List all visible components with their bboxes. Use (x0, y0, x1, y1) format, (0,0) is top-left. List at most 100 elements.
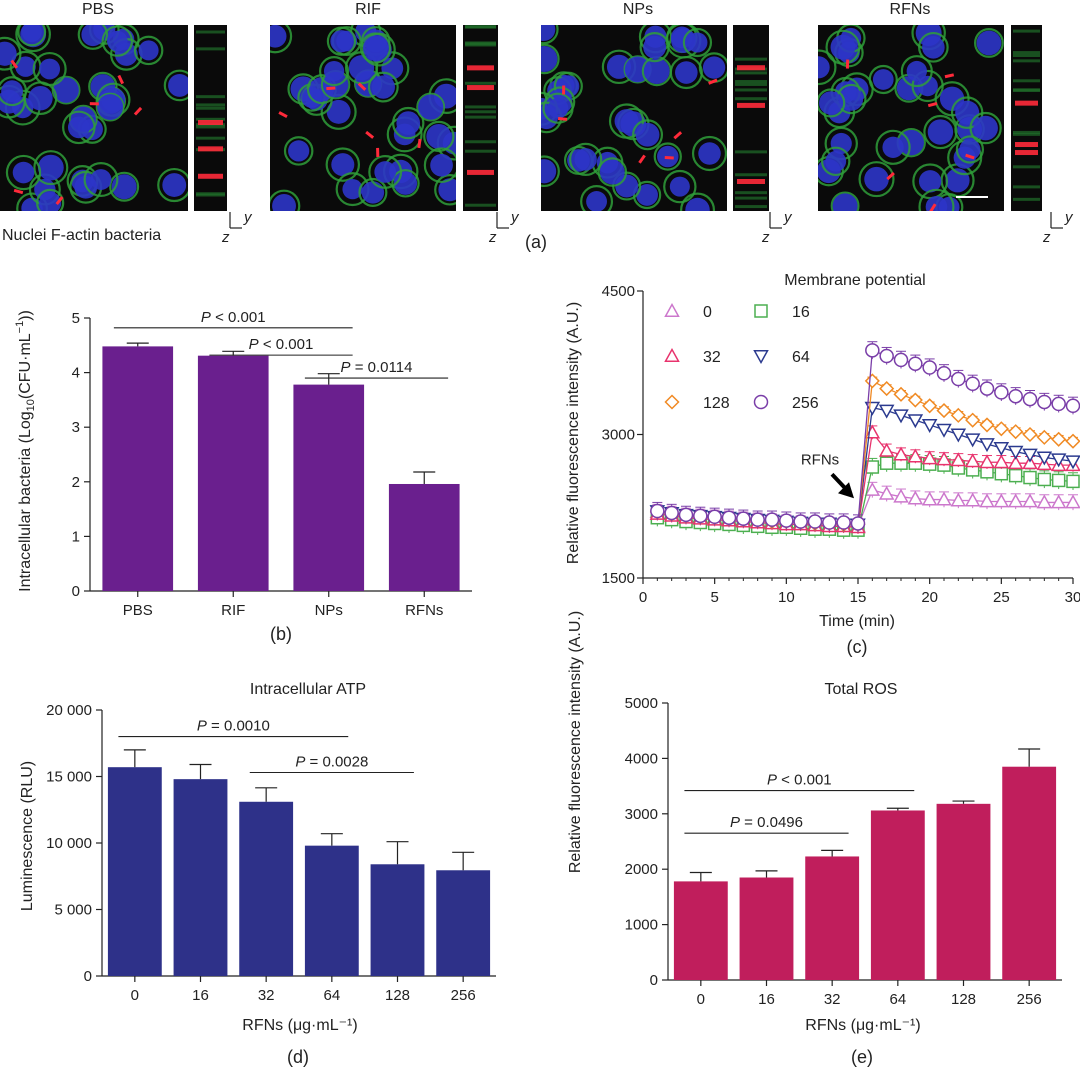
point-256-13 (822, 515, 837, 530)
nucleus (438, 178, 456, 202)
y-tick-label: 5000 (625, 695, 658, 712)
f-actin-ring (682, 27, 713, 58)
f-actin-ring (868, 64, 898, 95)
f-actin-ring (77, 25, 109, 50)
rfns-arrow-label: RFNs (801, 451, 839, 468)
nucleus (21, 25, 42, 43)
f-actin-ring (36, 188, 65, 211)
f-actin-ring (691, 135, 727, 172)
nucleus (925, 195, 948, 211)
f-actin-ring (358, 177, 388, 207)
bar-16 (173, 779, 228, 976)
chart-c-ylabel: Relative fluorescence intensity (A.U.) (565, 302, 582, 564)
x-tick-label: 128 (385, 987, 410, 1004)
x-tick-label: 0 (697, 991, 705, 1008)
point-256-3 (678, 507, 694, 523)
point-16-26 (1008, 468, 1023, 483)
f-actin-ring (818, 88, 846, 118)
point-0-22 (950, 492, 967, 507)
point-128-28 (1036, 429, 1052, 445)
x-tick-label: 32 (258, 987, 275, 1004)
x-tick-label: RFNs (405, 602, 443, 619)
micro-label-rfns: RFNs (890, 1, 931, 18)
nucleus (675, 61, 698, 84)
y-tick-label: 0 (84, 968, 92, 985)
nucleus (927, 119, 954, 145)
f-actin-ring (391, 169, 420, 198)
point-0-26 (1007, 493, 1024, 508)
point-256-23 (965, 376, 980, 392)
nucleus (635, 122, 660, 147)
f-actin-ring (434, 174, 456, 206)
bacteria (376, 147, 380, 158)
point-256-14 (836, 515, 851, 530)
f-actin-ring (157, 167, 188, 203)
point-256-27 (1022, 391, 1038, 407)
f-actin-ring (541, 25, 559, 45)
f-actin-ring (270, 189, 301, 211)
point-256-2 (664, 505, 679, 521)
bacteria (357, 82, 367, 91)
x-tick-label: 30 (1065, 589, 1080, 606)
y-tick-label: 2 (72, 474, 80, 491)
nucleus (12, 161, 35, 184)
nucleus (106, 30, 128, 52)
point-256-1 (650, 503, 665, 519)
y-tick-label: 1500 (602, 570, 635, 587)
point-32-26 (1007, 455, 1024, 470)
point-64-26 (1007, 445, 1024, 460)
legend-label-128: 128 (703, 395, 730, 412)
nucleus (586, 191, 607, 211)
svg-text:y: y (1064, 209, 1074, 226)
nucleus (669, 176, 690, 197)
point-64-29 (1050, 453, 1067, 468)
point-256-9 (764, 512, 780, 527)
y-tick-label: 3000 (625, 806, 658, 823)
point-128-20 (922, 398, 938, 414)
nucleus (162, 173, 187, 197)
bar-256 (436, 870, 491, 976)
point-32-18 (893, 446, 909, 461)
point-0-17 (878, 485, 895, 500)
nucleus (28, 85, 53, 111)
nucleus (636, 184, 658, 206)
side-streak (1013, 54, 1040, 58)
bacteria (133, 106, 143, 116)
nucleus (864, 166, 889, 192)
nucleus (81, 25, 105, 47)
point-256-29 (1051, 396, 1066, 412)
rfns-arrow-head (838, 482, 854, 499)
side-streak (1013, 197, 1040, 201)
point-256-21 (936, 366, 952, 381)
legend-marker-32 (664, 347, 680, 362)
f-actin-ring (542, 92, 574, 124)
point-0-27 (1022, 493, 1038, 508)
f-actin-ring (825, 29, 861, 65)
f-actin-ring (318, 56, 350, 87)
f-actin-ring (62, 110, 96, 145)
y-tick-label: 10 000 (46, 835, 92, 852)
bacteria (638, 154, 646, 164)
side-streak (1013, 132, 1040, 136)
bacteria (55, 196, 64, 206)
point-64-27 (1022, 448, 1038, 463)
bacteria (944, 73, 955, 79)
point-16-30 (1066, 474, 1080, 489)
point-256-26 (1008, 388, 1023, 404)
micro-image-rif (270, 25, 456, 211)
side-streak (1013, 29, 1040, 33)
f-actin-ring (0, 36, 22, 71)
point-256-24 (979, 381, 995, 396)
f-actin-ring (101, 25, 134, 57)
point-32-24 (979, 454, 995, 469)
f-actin-ring (820, 146, 851, 177)
nucleus (90, 169, 112, 190)
nucleus (541, 25, 556, 42)
f-actin-ring (33, 150, 69, 186)
point-128-18 (893, 386, 909, 402)
f-actin-ring (541, 155, 560, 188)
side-streak (465, 105, 496, 109)
nucleus (323, 60, 345, 82)
panel-a-caption: (a) (525, 232, 547, 252)
svg-text:y: y (510, 209, 520, 226)
